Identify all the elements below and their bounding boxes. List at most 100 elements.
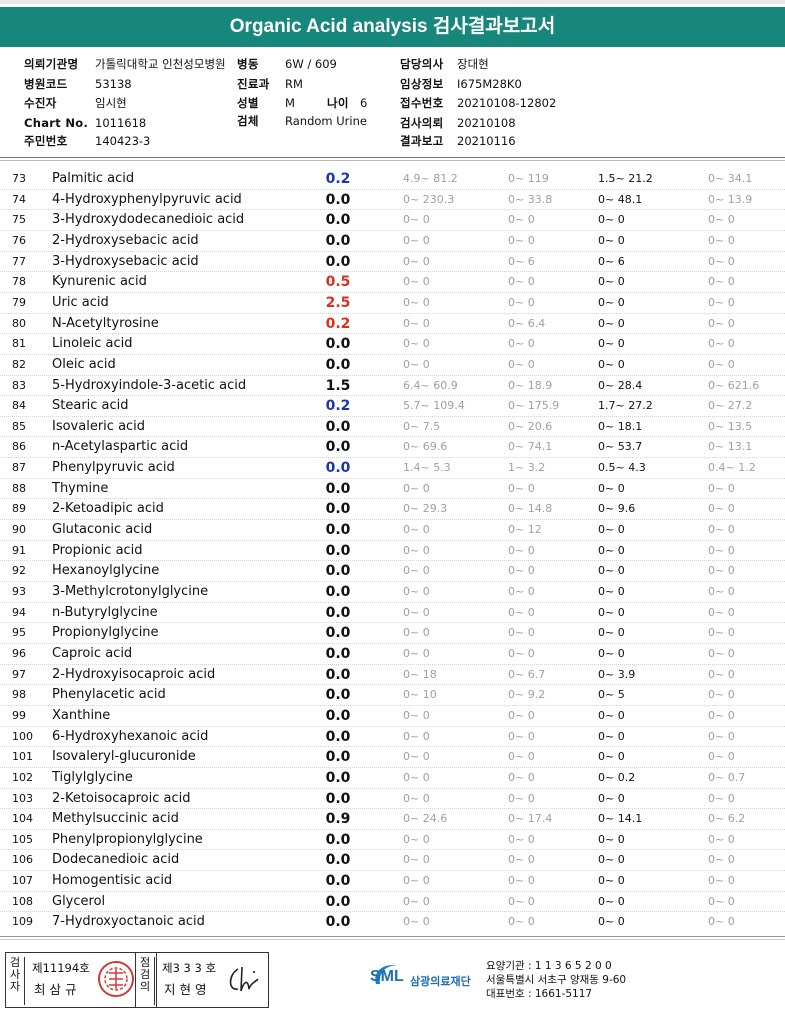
- reference-range-2: 0~ 0: [508, 874, 535, 888]
- reference-range-2: 0~ 175.9: [508, 399, 560, 413]
- row-divider: [0, 209, 785, 211]
- result-value: 0.0: [325, 893, 351, 910]
- reference-range-4: 0~ 0: [708, 646, 735, 660]
- row-number: 96: [12, 646, 26, 660]
- age: 6: [360, 96, 368, 110]
- reference-range-2: 0~ 0: [508, 729, 535, 743]
- hospital-code: 53138: [95, 77, 132, 91]
- receipt-no-label: 접수번호: [400, 96, 444, 110]
- reference-range-4: 0~ 0: [708, 543, 735, 557]
- analyte-name: 3-Hydroxydodecanedioic acid: [52, 212, 245, 228]
- row-number: 76: [12, 233, 26, 247]
- reference-range-2: 0~ 0: [508, 770, 535, 784]
- reference-range-4: 0~ 34.1: [708, 172, 753, 185]
- reference-range-3: 0~ 0: [598, 646, 625, 660]
- analyte-name: N-Acetyltyrosine: [52, 315, 159, 331]
- analyte-name: Uric acid: [52, 294, 109, 310]
- table-row: 103 2-Ketoisocaproic acid 0.0 0~ 0 0~ 0 0~ 0 0…: [0, 789, 785, 809]
- result-value: 0.0: [325, 253, 351, 270]
- department-label: 진료과: [237, 77, 270, 91]
- analyte-name: Methylsuccinic acid: [52, 811, 179, 827]
- row-number: 91: [12, 543, 26, 557]
- reference-range-3: 0~ 5: [598, 688, 625, 702]
- reviewer-no: 제3 3 3 호: [162, 961, 217, 975]
- reference-range-1: 0~ 0: [403, 605, 430, 619]
- analyte-name: Phenylacetic acid: [52, 687, 166, 703]
- reference-range-3: 0~ 9.6: [598, 502, 636, 516]
- reference-range-4: 0~ 6.2: [708, 812, 746, 826]
- org-phone: 대표번호 : 1661-5117: [486, 988, 593, 1000]
- table-row: 88 Thymine 0.0 0~ 0 0~ 0 0~ 0 0~ 0: [0, 479, 785, 499]
- reference-range-1: 0~ 0: [403, 729, 430, 743]
- row-number: 100: [12, 729, 33, 743]
- result-value: 1.5: [325, 377, 351, 394]
- reference-range-1: 0~ 0: [403, 564, 430, 578]
- analyte-name: Phenylpyruvic acid: [52, 460, 175, 476]
- table-row: 79 Uric acid 2.5 0~ 0 0~ 0 0~ 0 0~ 0: [0, 293, 785, 313]
- row-number: 89: [12, 502, 26, 516]
- row-divider: [0, 725, 785, 727]
- row-divider: [0, 333, 785, 335]
- reference-range-4: 0~ 0: [708, 708, 735, 722]
- sml-logo-text: SML: [370, 968, 404, 985]
- row-number: 94: [12, 605, 26, 619]
- reference-range-4: 0~ 13.9: [708, 192, 753, 206]
- reference-range-1: 0~ 0: [403, 316, 430, 330]
- reference-range-1: 0~ 0: [403, 233, 430, 247]
- analyte-name: 7-Hydroxyoctanoic acid: [52, 914, 205, 930]
- reference-range-1: 1.4~ 5.3: [403, 461, 451, 475]
- table-row: 76 2-Hydroxysebacic acid 0.0 0~ 0 0~ 0 0~ 0 0~…: [0, 231, 785, 251]
- result-value: 0.2: [325, 171, 351, 187]
- recipient: 임시현: [95, 96, 127, 110]
- reference-range-3: 0~ 0: [598, 481, 625, 495]
- reference-range-3: 0~ 18.1: [598, 419, 643, 433]
- org-address: 서울특별시 서초구 양재동 9-60: [486, 974, 627, 986]
- result-value: 0.0: [325, 356, 351, 373]
- id-label: 주민번호: [24, 134, 68, 148]
- reference-range-4: 0~ 0: [708, 791, 735, 805]
- row-number: 82: [12, 357, 26, 371]
- row-divider: [0, 229, 785, 231]
- row-number: 83: [12, 378, 26, 392]
- reference-range-4: 0~ 0: [708, 750, 735, 764]
- analyte-name: Tiglylglycine: [52, 769, 133, 785]
- requesting-institution: 가톨릭대학교 인천성모병원: [95, 57, 226, 71]
- reference-range-4: 0~ 0: [708, 275, 735, 289]
- reference-range-4: 0~ 0: [708, 853, 735, 867]
- row-number: 80: [12, 316, 26, 330]
- result-value: 0.0: [325, 914, 351, 931]
- clinical-info: I675M28K0: [457, 77, 522, 91]
- table-row: 75 3-Hydroxydodecanedioic acid 0.0 0~ 0 0~ 0…: [0, 210, 785, 230]
- reference-range-3: 1.7~ 27.2: [598, 399, 653, 413]
- table-row: 74 4-Hydroxyphenylpyruvic acid 0.0 0~ 230.3…: [0, 190, 785, 210]
- row-number: 92: [12, 564, 26, 578]
- result-value: 0.0: [325, 584, 351, 600]
- reference-range-3: 0~ 0: [598, 275, 625, 289]
- reference-range-4: 0~ 0: [708, 915, 735, 929]
- reference-range-2: 0~ 18.9: [508, 378, 553, 392]
- analyte-name: Xanthine: [52, 707, 111, 723]
- result-value: 0.9: [325, 811, 351, 828]
- reference-range-4: 0~ 0: [708, 626, 735, 640]
- analyte-name: Glycerol: [52, 893, 106, 909]
- reviewer-name: 지 현 영: [164, 982, 207, 997]
- reference-range-2: 0~ 0: [508, 832, 535, 846]
- reference-range-1: 0~ 0: [403, 357, 430, 371]
- result-value: 0.0: [325, 191, 351, 208]
- sex: M: [285, 96, 295, 110]
- row-divider: [0, 766, 785, 768]
- reference-range-1: 0~ 0: [403, 254, 430, 268]
- reference-range-3: 0~ 0: [598, 316, 625, 330]
- hospital-code-label: 병원코드: [24, 77, 68, 91]
- reference-range-1: 0~ 0: [403, 523, 430, 537]
- table-row: 91 Propionic acid 0.0 0~ 0 0~ 0 0~ 0 0~ 0: [0, 541, 785, 561]
- table-row: 73 Palmitic acid 0.2 4.9~ 81.2 0~ 119 1.5~ 21…: [0, 169, 785, 189]
- result-value: 0.0: [325, 212, 351, 229]
- row-number: 87: [12, 461, 26, 475]
- reference-range-1: 0~ 0: [403, 295, 430, 309]
- row-number: 101: [12, 750, 33, 764]
- result-value: 0.0: [325, 666, 351, 683]
- reference-range-1: 0~ 0: [403, 708, 430, 722]
- row-divider: [0, 374, 785, 376]
- reference-range-4: 0~ 0: [708, 254, 735, 268]
